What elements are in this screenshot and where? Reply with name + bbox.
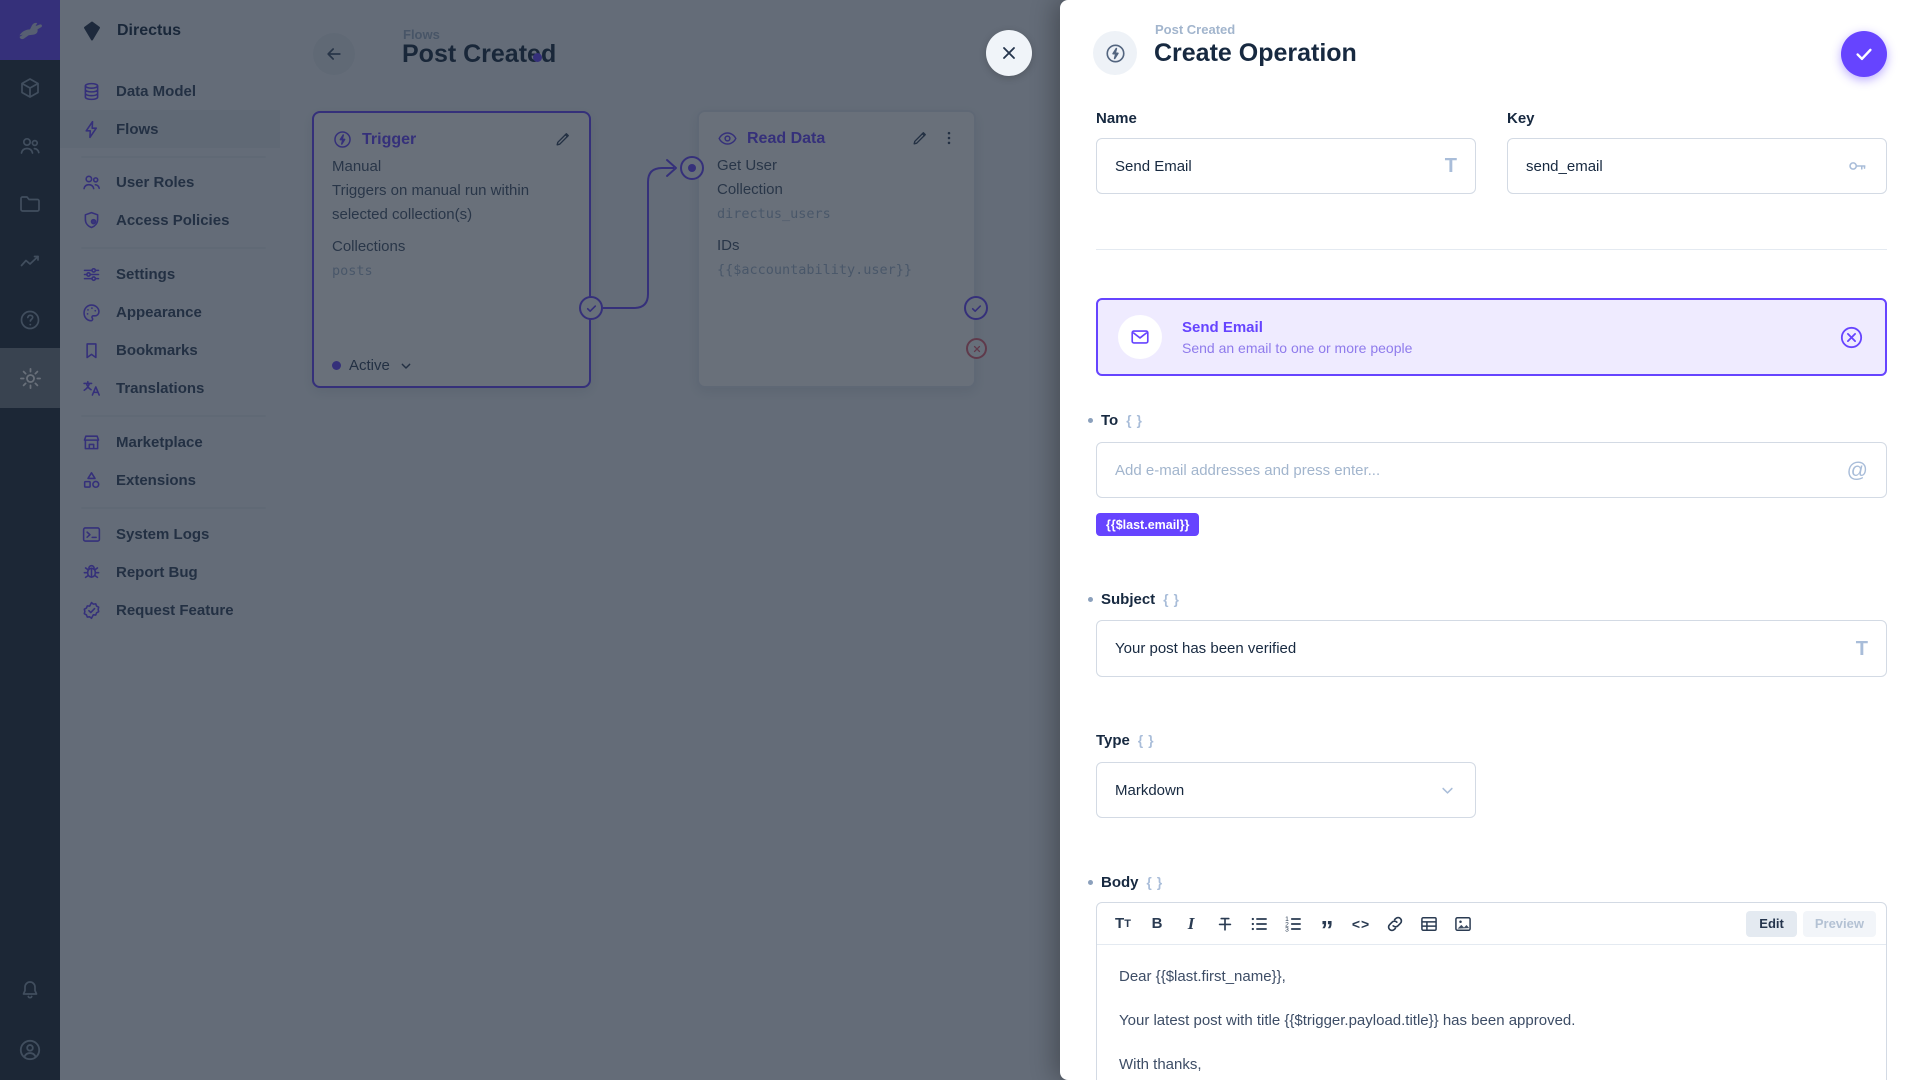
save-button[interactable] — [1841, 31, 1887, 77]
table-button[interactable] — [1413, 909, 1445, 939]
body-line: Your latest post with title {{$trigger.p… — [1119, 1012, 1576, 1029]
email-variable-chip[interactable]: {{$last.email}} — [1096, 513, 1200, 536]
body-line: The Team — [1119, 1076, 1864, 1080]
drawer-header-icon — [1093, 31, 1137, 75]
required-dot — [1088, 417, 1093, 423]
name-label: Name — [1096, 109, 1137, 127]
name-label-row: Name — [1096, 108, 1137, 128]
create-operation-drawer: Post Created Create Operation Name Key T — [1060, 0, 1920, 1080]
operation-banner-subtitle: Send an email to one or more people — [1182, 339, 1413, 356]
preview-tab[interactable]: Preview — [1802, 910, 1876, 937]
subject-field: T — [1096, 620, 1887, 677]
drawer-breadcrumb: Post Created — [1155, 22, 1236, 37]
operation-banner[interactable]: Send Email Send an email to one or more … — [1096, 298, 1887, 376]
drawer-close-button[interactable] — [986, 30, 1032, 76]
body-line: Dear {{$last.first_name}}, — [1119, 968, 1286, 985]
svg-text:3: 3 — [1285, 926, 1289, 933]
to-field: @ — [1096, 442, 1887, 498]
mail-icon — [1131, 330, 1149, 344]
raw-value-icon[interactable]: { } — [1163, 591, 1181, 607]
deselect-operation-button[interactable] — [1838, 324, 1865, 351]
key-icon — [1846, 155, 1868, 177]
edit-tab[interactable]: Edit — [1746, 910, 1797, 937]
raw-value-icon[interactable]: { } — [1137, 732, 1156, 748]
mail-icon-circle — [1118, 315, 1162, 359]
key-label: Key — [1507, 109, 1535, 127]
link-button[interactable] — [1379, 909, 1411, 939]
body-line: With thanks, — [1119, 1056, 1202, 1073]
key-field — [1507, 138, 1887, 194]
check-icon — [1856, 48, 1872, 61]
required-dot — [1088, 879, 1093, 885]
body-label: Body — [1101, 873, 1139, 891]
code-button[interactable]: <> — [1351, 915, 1371, 932]
to-label: To — [1101, 411, 1119, 429]
to-input[interactable] — [1115, 461, 1835, 479]
operation-banner-title: Send Email — [1182, 318, 1263, 336]
to-label-row: To { } — [1088, 410, 1144, 430]
type-label-row: Type { } — [1096, 730, 1156, 750]
blockquote-button[interactable]: ” — [1320, 914, 1334, 945]
svg-text:2: 2 — [1285, 921, 1289, 928]
type-label: Type — [1096, 731, 1130, 749]
bolt-circle-icon — [1105, 43, 1125, 63]
type-select[interactable]: Markdown — [1096, 762, 1476, 818]
strikethrough-button[interactable] — [1209, 909, 1241, 939]
bullet-list-button[interactable] — [1243, 909, 1275, 939]
svg-text:1: 1 — [1285, 916, 1289, 923]
raw-value-icon[interactable]: { } — [1146, 874, 1165, 890]
subject-label-row: Subject { } — [1088, 589, 1181, 609]
body-label-row: Body { } — [1088, 872, 1164, 892]
raw-value-icon[interactable]: { } — [1126, 412, 1144, 428]
operation-banner-text: Send Email Send an email to one or more … — [1182, 319, 1412, 356]
required-dot — [1088, 596, 1093, 602]
bold-button[interactable]: B — [1151, 915, 1163, 932]
italic-button[interactable]: I — [1187, 913, 1195, 933]
chevron-down-icon — [1438, 781, 1457, 800]
drawer-title: Create Operation — [1154, 39, 1357, 67]
at-icon: @ — [1846, 458, 1868, 482]
subject-input[interactable] — [1115, 640, 1844, 657]
key-input[interactable] — [1526, 157, 1834, 175]
subject-label: Subject — [1101, 590, 1156, 608]
title-icon: T — [1855, 637, 1868, 660]
key-label-row: Key — [1507, 108, 1535, 128]
name-field: T — [1096, 138, 1476, 194]
body-textarea[interactable]: Dear {{$last.first_name}}, Your latest p… — [1097, 945, 1886, 1080]
circled-x-icon — [1840, 326, 1863, 348]
type-select-value: Markdown — [1115, 781, 1185, 799]
close-icon — [1003, 47, 1015, 59]
image-button[interactable] — [1447, 909, 1479, 939]
section-divider — [1096, 249, 1887, 250]
title-icon: T — [1444, 155, 1457, 177]
name-input[interactable] — [1115, 157, 1433, 175]
